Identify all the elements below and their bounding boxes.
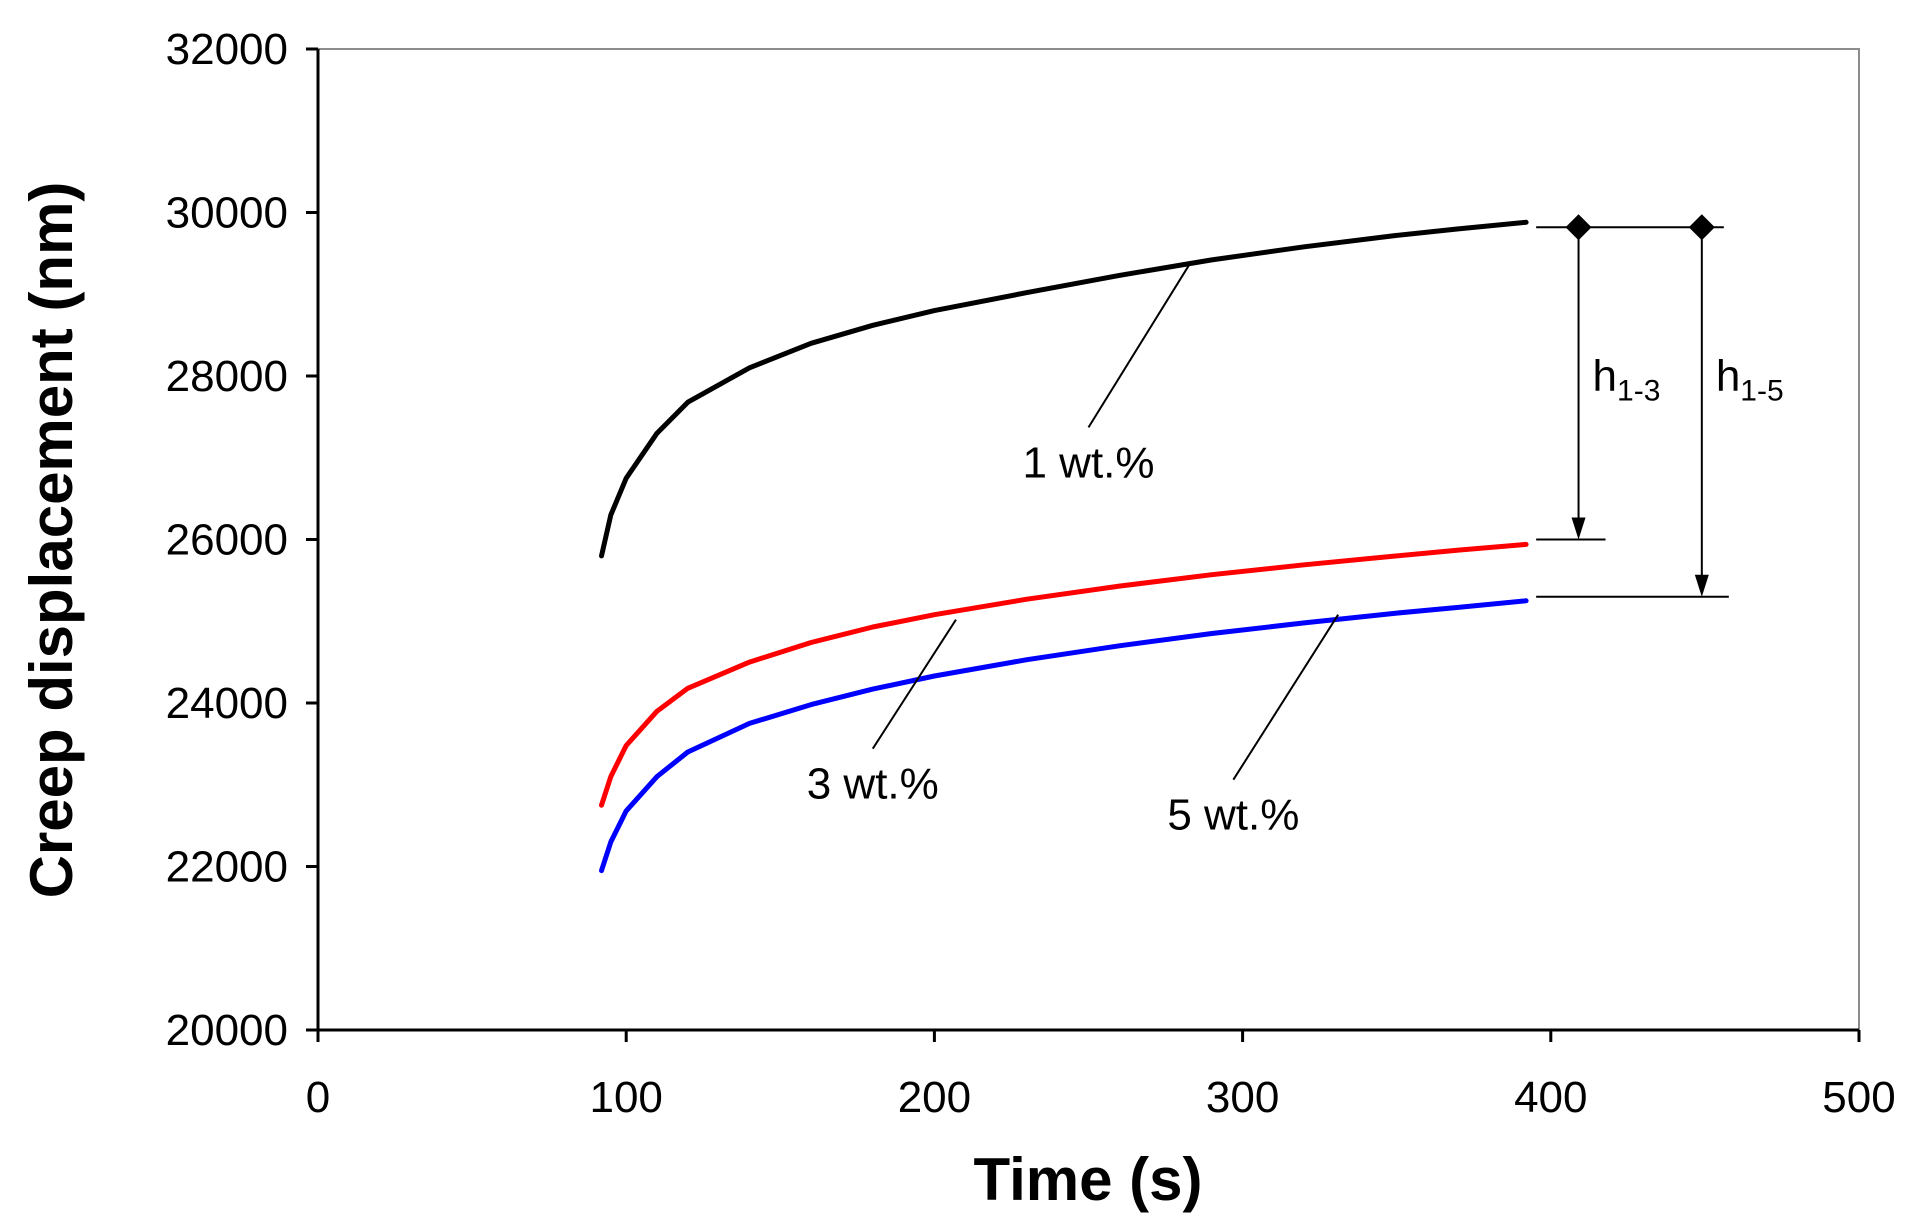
- series-label-3: 5 wt.%: [1167, 791, 1299, 840]
- h-symbol: h: [1716, 352, 1740, 401]
- y-tick-label: 28000: [166, 352, 288, 401]
- arrow-down-icon: [1571, 517, 1586, 540]
- arrow-down-icon: [1694, 574, 1709, 597]
- series-label-2: 3 wt.%: [807, 760, 939, 809]
- y-tick-label: 26000: [166, 516, 288, 565]
- annotation-layer: h1-3 h1-5: [1536, 214, 1784, 598]
- series-line-3: [599, 598, 1529, 874]
- series-layer: [599, 219, 1529, 874]
- x-tick-label: 400: [1514, 1073, 1587, 1122]
- diamond-marker-icon: [1565, 214, 1592, 241]
- y-tick-label: 20000: [166, 1006, 288, 1055]
- h-subscript: 1-3: [1617, 375, 1660, 408]
- y-tick-label: 22000: [166, 843, 288, 892]
- diamond-marker-icon: [1688, 214, 1715, 241]
- x-tick-label: 500: [1822, 1073, 1895, 1122]
- x-tick-label: 200: [898, 1073, 971, 1122]
- series-label-1: 1 wt.%: [1022, 438, 1154, 487]
- y-axis-title: Creep displacement (nm): [18, 182, 85, 899]
- x-axis-title: Time (s): [974, 1146, 1203, 1213]
- leader-line-2: [871, 619, 957, 750]
- leader-line-1: [1087, 262, 1192, 428]
- y-tick-label: 32000: [166, 25, 288, 74]
- h-subscript: 1-5: [1740, 375, 1783, 408]
- y-tick-label: 30000: [166, 189, 288, 238]
- plot-area: [317, 48, 1860, 1031]
- x-tick-label: 0: [306, 1073, 330, 1122]
- series-line-2: [599, 541, 1529, 808]
- x-tick-label: 300: [1206, 1073, 1279, 1122]
- y-tick-label: 24000: [166, 679, 288, 728]
- h-label-2: h1-5: [1716, 352, 1784, 408]
- h-symbol: h: [1593, 352, 1617, 401]
- series-line-1: [599, 219, 1529, 559]
- axes: 0 100 200 300 400 500 20000 22000 24000 26000 2800…: [166, 25, 1896, 1122]
- h-label-1: h1-3: [1593, 352, 1661, 408]
- x-tick-label: 100: [589, 1073, 662, 1122]
- leader-line-3: [1232, 614, 1339, 781]
- label-layer: 1 wt.% 3 wt.% 5 wt.%: [807, 262, 1339, 840]
